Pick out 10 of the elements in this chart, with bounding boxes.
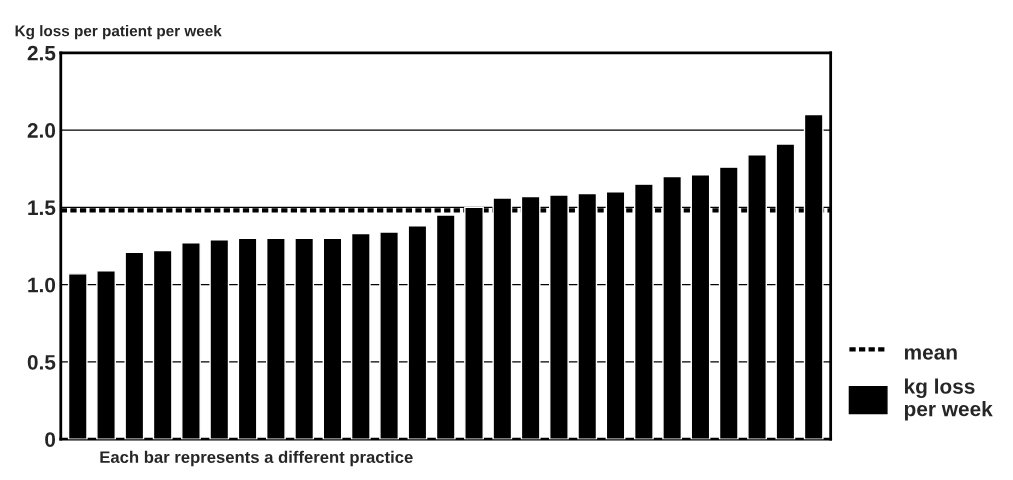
y-tick-label: 1.5 [28,200,56,216]
legend-label: mean [904,348,957,360]
x-axis-title: Each bar represents a different practice [100,450,413,467]
legend-label: kg loss per week [904,378,993,421]
chart-title: Kg loss per patient per week [15,25,222,40]
y-tick-label: 0 [45,432,56,447]
y-tick-label: 0.5 [27,354,56,370]
y-tick-label: 2.0 [27,123,56,138]
y-tick-label: 2.5 [27,45,56,61]
y-tick-label: 1.0 [28,277,56,293]
